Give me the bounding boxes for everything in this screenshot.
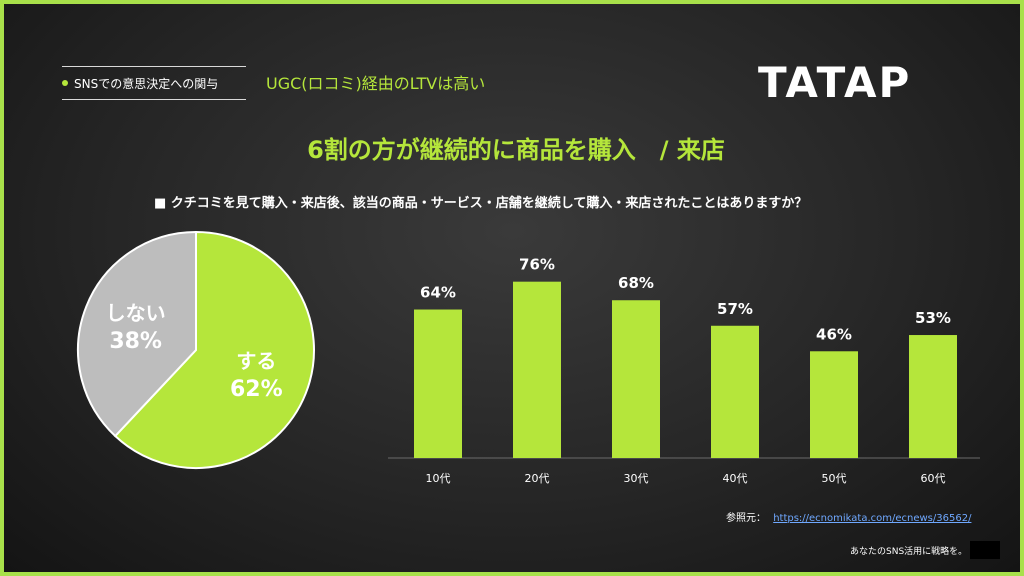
- pie-slice-value-0: 62%: [230, 377, 283, 402]
- bar-4: [810, 351, 858, 458]
- topic-label-text: SNSでの意思決定への関与: [74, 76, 219, 91]
- bar-value-label-5: 53%: [915, 309, 951, 327]
- bar-category-label-5: 60代: [921, 472, 946, 485]
- bar-value-label-2: 68%: [618, 274, 654, 292]
- bar-value-label-4: 46%: [816, 325, 852, 343]
- bar-2: [612, 300, 660, 458]
- pie-slice-value-1: 38%: [109, 329, 162, 354]
- bar-category-label-1: 20代: [525, 472, 550, 485]
- footer-black-block: [970, 541, 1001, 559]
- pie-slice-1: [77, 230, 197, 438]
- pie-chart: する 62% しない 38%: [77, 230, 315, 469]
- source-label: 参照元：: [726, 513, 766, 524]
- source-citation: 参照元： https://ecnomikata.com/ecnews/36562…: [726, 509, 971, 524]
- bar-chart: 64% 10代 76% 20代 68% 30代 57% 40代 46% 50代 53% 60代: [388, 256, 980, 485]
- footer-tagline-text: あなたのSNS活用に戦略を。: [850, 546, 968, 557]
- pie-slice-label-1: しない: [106, 301, 166, 325]
- survey-question: ■ クチコミを見て購入・来店後、該当の商品・サービス・店舗を継続して購入・来店さ…: [154, 196, 808, 211]
- bar-category-label-3: 40代: [723, 472, 748, 485]
- bar-1: [513, 281, 561, 458]
- bar-0: [414, 309, 462, 458]
- bar-5: [909, 335, 957, 458]
- topic-label: SNSでの意思決定への関与: [62, 66, 246, 100]
- bar-value-label-1: 76%: [519, 256, 555, 274]
- footer-tagline: あなたのSNS活用に戦略を。: [850, 541, 1001, 559]
- pie-slice-0: [113, 230, 315, 469]
- bar-category-label-4: 50代: [822, 472, 847, 485]
- pie-slice-label-0: する: [236, 349, 276, 373]
- headline: 6割の方が継続的に商品を購入 / 来店: [307, 136, 725, 164]
- bar-value-label-3: 57%: [717, 300, 753, 318]
- bar-category-label-2: 30代: [624, 472, 649, 485]
- section-subtitle: UGC(ロコミ)経由のLTVは高い: [266, 74, 486, 93]
- bar-category-label-0: 10代: [426, 472, 451, 485]
- bar-value-label-0: 64%: [420, 284, 456, 302]
- source-link[interactable]: https://ecnomikata.com/ecnews/36562/: [773, 513, 972, 524]
- bar-3: [711, 325, 759, 458]
- bullet-dot-icon: [62, 80, 68, 86]
- brand-logo: TATAP: [758, 58, 912, 107]
